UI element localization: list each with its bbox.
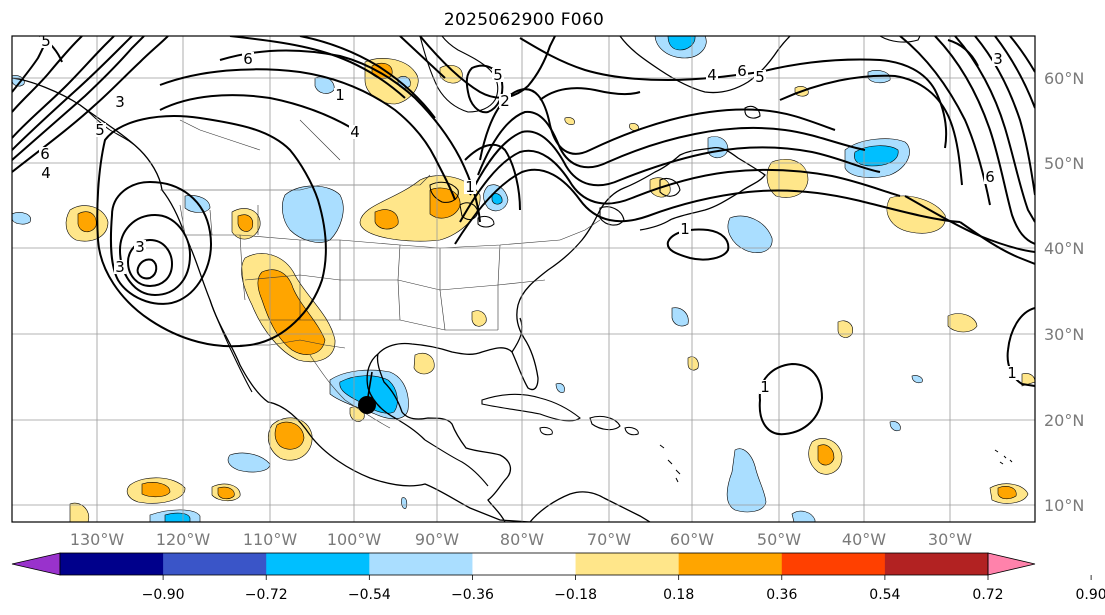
contour-label-bg bbox=[736, 64, 748, 78]
longitude-label: 110°W bbox=[243, 530, 298, 549]
colorbar-tick-label: 0.90 bbox=[1076, 587, 1105, 603]
longitude-label: 130°W bbox=[70, 530, 125, 549]
contour-label-bg bbox=[492, 68, 504, 82]
contour-label-bg bbox=[992, 52, 1004, 66]
longitude-labels: 130°W 120°W 110°W 100°W 90°W 80°W 70°W 60°W 50°W… bbox=[70, 530, 972, 549]
contour-label-bg bbox=[984, 170, 996, 184]
longitude-label: 40°W bbox=[842, 530, 886, 549]
colorbar-segment bbox=[369, 553, 473, 575]
latitude-label: 60°N bbox=[1044, 69, 1084, 88]
colorbar-tick-label: −0.54 bbox=[348, 587, 391, 603]
contour-label: 5 bbox=[493, 66, 503, 84]
contour-label-bg bbox=[242, 52, 254, 66]
contour-label: 3 bbox=[115, 93, 125, 111]
colorbar-tick-label: 0.18 bbox=[663, 587, 694, 603]
contour-label: 4 bbox=[707, 66, 717, 84]
colorbar-segment bbox=[884, 553, 989, 575]
contour-label-bg bbox=[754, 70, 766, 84]
colorbar-tick-label: −0.72 bbox=[245, 587, 288, 603]
contour-label-bg bbox=[334, 88, 346, 102]
latitude-label: 20°N bbox=[1044, 411, 1084, 430]
contour-label-bg bbox=[349, 125, 361, 139]
contour-label-bg bbox=[114, 260, 126, 274]
longitude-label: 80°W bbox=[500, 530, 544, 549]
contour-label: 6 bbox=[985, 168, 995, 186]
contour-label-bg bbox=[1006, 366, 1018, 380]
contour-label: 1 bbox=[1007, 364, 1017, 382]
colorbar-tick-label: 0.36 bbox=[766, 587, 797, 603]
contour-label: 1 bbox=[680, 220, 690, 238]
contour-label: 5 bbox=[41, 32, 51, 50]
colorbar-segment bbox=[575, 553, 680, 575]
contour-label-bg bbox=[40, 36, 52, 48]
colorbar-extend-low bbox=[11, 552, 61, 576]
latitude-label: 40°N bbox=[1044, 239, 1084, 258]
colorbar-segment bbox=[163, 553, 267, 575]
colorbar-segment bbox=[266, 553, 370, 575]
contour-label-bg bbox=[759, 380, 771, 394]
longitude-label: 90°W bbox=[415, 530, 459, 549]
longitude-label: 60°W bbox=[670, 530, 714, 549]
latitude-label: 50°N bbox=[1044, 154, 1084, 173]
contour-label-bg bbox=[679, 222, 691, 236]
contour-label: 1 bbox=[760, 378, 770, 396]
contour-label: 4 bbox=[41, 164, 51, 182]
colorbar-segment bbox=[678, 553, 783, 575]
colorbar bbox=[11, 552, 1036, 576]
longitude-label: 50°W bbox=[757, 530, 801, 549]
colorbar-tick-label: 0.54 bbox=[869, 587, 900, 603]
contour-label: 1 bbox=[335, 86, 345, 104]
longitude-label: 120°W bbox=[156, 530, 211, 549]
contour-label-bg bbox=[94, 123, 106, 137]
contour-label: 2 bbox=[500, 92, 510, 110]
storm-track bbox=[366, 371, 373, 406]
colorbar-tick-label: 0.72 bbox=[972, 587, 1003, 603]
contour-label: 6 bbox=[40, 145, 50, 163]
graticule bbox=[12, 36, 1035, 522]
contour-label: 6 bbox=[737, 62, 747, 80]
contour-label: 5 bbox=[755, 68, 765, 86]
longitude-label: 70°W bbox=[587, 530, 631, 549]
colorbar-tick-label: −0.90 bbox=[142, 587, 185, 603]
contour-label-bg bbox=[464, 180, 476, 194]
map-title: 2025062900 F060 bbox=[443, 10, 605, 30]
latitude-labels: 60°N 50°N 40°N 30°N 20°N 10°N bbox=[1044, 69, 1084, 515]
contour-label-bg bbox=[114, 95, 126, 109]
contour-label-bg bbox=[499, 94, 511, 108]
coastlines-and-borders bbox=[12, 36, 1013, 522]
contour-label-bg bbox=[706, 68, 718, 82]
colorbar-tick-label: −0.18 bbox=[554, 587, 597, 603]
contour-label: 6 bbox=[243, 50, 253, 68]
longitude-label: 30°W bbox=[928, 530, 972, 549]
colorbar-extend-high bbox=[987, 552, 1036, 576]
contour-label-bg bbox=[40, 166, 52, 180]
colorbar-segment bbox=[472, 553, 577, 575]
contour-label-bg bbox=[39, 147, 51, 161]
contour-label-bg bbox=[134, 240, 146, 254]
contour-label: 3 bbox=[993, 50, 1003, 68]
contour-label: 1 bbox=[465, 178, 475, 196]
colorbar-segment bbox=[781, 553, 886, 575]
map-border bbox=[11, 35, 1036, 523]
colorbar-tick-labels: −0.90 −0.72 −0.54 −0.36 −0.18 0.18 0.36 0.54 0.7… bbox=[142, 575, 1105, 603]
colorbar-outline bbox=[59, 552, 989, 576]
colorbar-segment bbox=[60, 553, 164, 575]
contour-label: 3 bbox=[135, 238, 145, 256]
latitude-label: 30°N bbox=[1044, 325, 1084, 344]
contour-label: 3 bbox=[115, 258, 125, 276]
colorbar-tick-label: −0.36 bbox=[451, 587, 494, 603]
latitude-label: 10°N bbox=[1044, 496, 1084, 515]
contour-label: 4 bbox=[350, 123, 360, 141]
longitude-label: 100°W bbox=[327, 530, 382, 549]
contour-label: 5 bbox=[95, 121, 105, 139]
